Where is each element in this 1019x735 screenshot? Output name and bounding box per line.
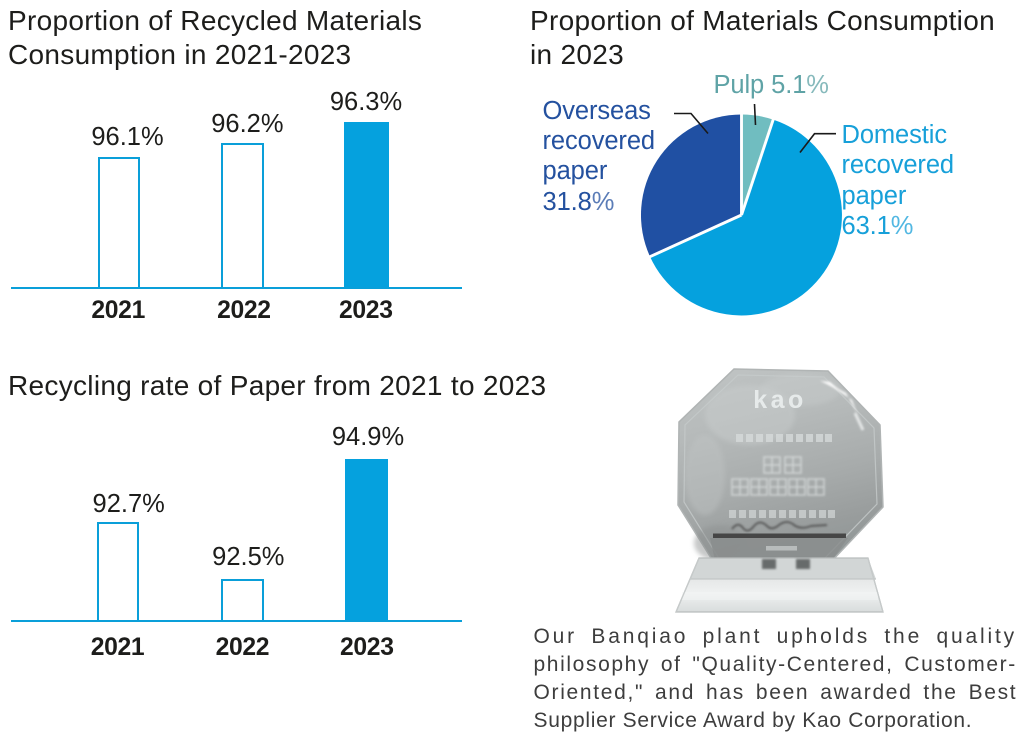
svg-text:kao: kao [753,386,807,414]
